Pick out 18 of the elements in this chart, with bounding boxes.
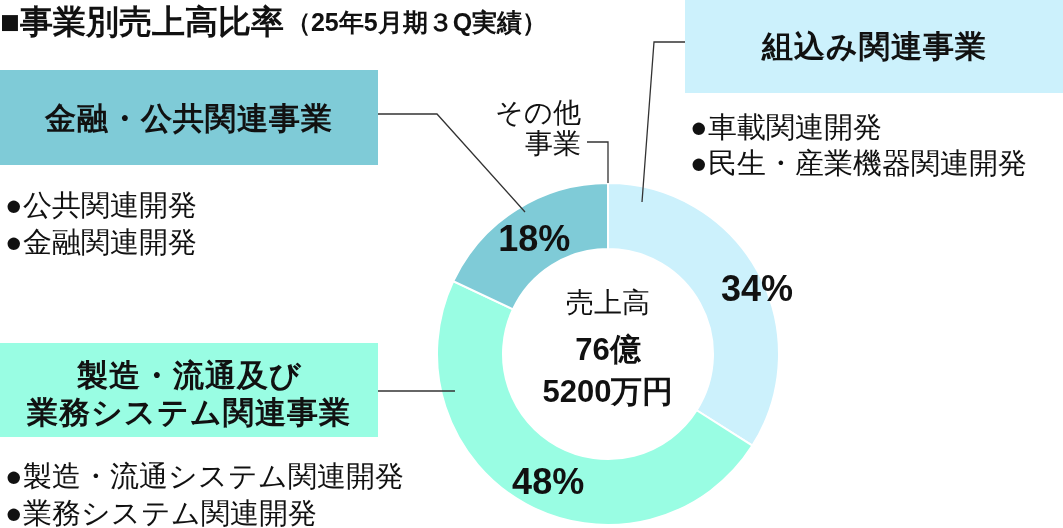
text: 5200万円: [542, 373, 674, 409]
data-label: 34%: [721, 267, 794, 309]
slice-label: 金融・公共関連事業: [44, 100, 333, 136]
text: 売上高: [566, 286, 650, 318]
slice-label: 組込み関連事業: [760, 28, 987, 64]
text: ●民生・産業機器関連開発: [690, 147, 1027, 179]
chart-subtitle: （25年5月期３Q実績）: [285, 8, 548, 36]
data-label: 48%: [512, 460, 585, 502]
text: ●業務システム関連開発: [5, 497, 317, 528]
text: ●公共関連開発: [5, 189, 197, 221]
text: ●車載関連開発: [690, 111, 882, 143]
data-label: 18%: [498, 217, 571, 259]
category-label: その他事業: [495, 96, 581, 158]
slice-label: 製造・流通及び業務システム関連事業: [26, 357, 351, 429]
text: ●製造・流通システム関連開発: [5, 460, 404, 492]
chart-title: ■事業別売上高比率: [0, 2, 284, 40]
text: 76億: [575, 331, 642, 367]
text: ●金融関連開発: [5, 226, 197, 258]
